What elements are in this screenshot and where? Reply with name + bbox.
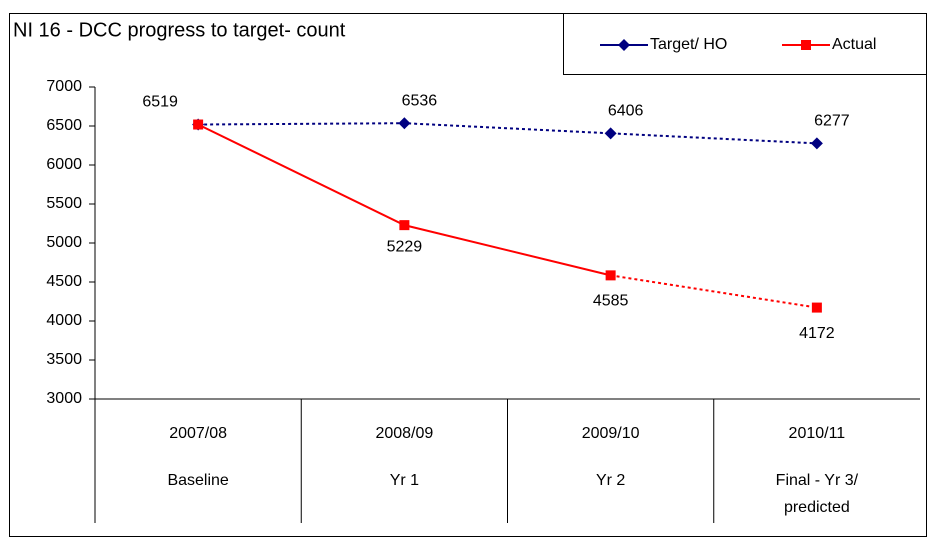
- y-tick-label: 5000: [46, 234, 82, 251]
- data-label: 6406: [608, 103, 644, 120]
- legend-marker: [618, 39, 630, 51]
- legend-marker: [801, 40, 811, 50]
- data-point: [193, 119, 204, 130]
- x-tick-sublabel: predicted: [784, 499, 850, 516]
- x-tick-label: 2008/09: [375, 425, 433, 442]
- series-line-projected: [610, 274, 818, 309]
- data-point: [604, 127, 617, 140]
- data-point: [811, 302, 822, 313]
- y-tick-label: 6500: [46, 117, 82, 134]
- x-tick-sublabel: Final - Yr 3/: [776, 472, 859, 489]
- data-point: [605, 270, 616, 281]
- y-tick-label: 7000: [46, 78, 82, 95]
- legend-label: Target/ HO: [650, 36, 727, 53]
- chart-title: NI 16 - DCC progress to target- count: [13, 19, 346, 41]
- data-point: [810, 137, 823, 150]
- x-tick-label: 2009/10: [582, 425, 640, 442]
- y-tick-label: 3500: [46, 351, 82, 368]
- x-tick-sublabel: Yr 2: [596, 472, 625, 489]
- y-tick-label: 6000: [46, 156, 82, 173]
- data-label: 6536: [402, 92, 438, 109]
- data-label: 5229: [387, 238, 423, 255]
- data-point: [399, 220, 410, 231]
- y-tick-label: 5500: [46, 195, 82, 212]
- data-label: 4585: [593, 293, 629, 310]
- x-tick-label: 2010/11: [789, 425, 846, 442]
- data-point: [398, 117, 411, 130]
- data-label: 4172: [799, 325, 835, 342]
- data-label: 6519: [142, 94, 178, 111]
- legend-label: Actual: [832, 36, 876, 53]
- x-tick-sublabel: Yr 1: [390, 472, 419, 489]
- chart-frame: [9, 13, 927, 537]
- y-tick-label: 3000: [46, 390, 82, 407]
- y-tick-label: 4000: [46, 312, 82, 329]
- series-line: [198, 122, 817, 145]
- x-tick-label: 2007/08: [169, 425, 227, 442]
- y-tick-label: 4500: [46, 273, 82, 290]
- data-label: 6277: [814, 113, 850, 130]
- x-tick-sublabel: Baseline: [167, 472, 228, 489]
